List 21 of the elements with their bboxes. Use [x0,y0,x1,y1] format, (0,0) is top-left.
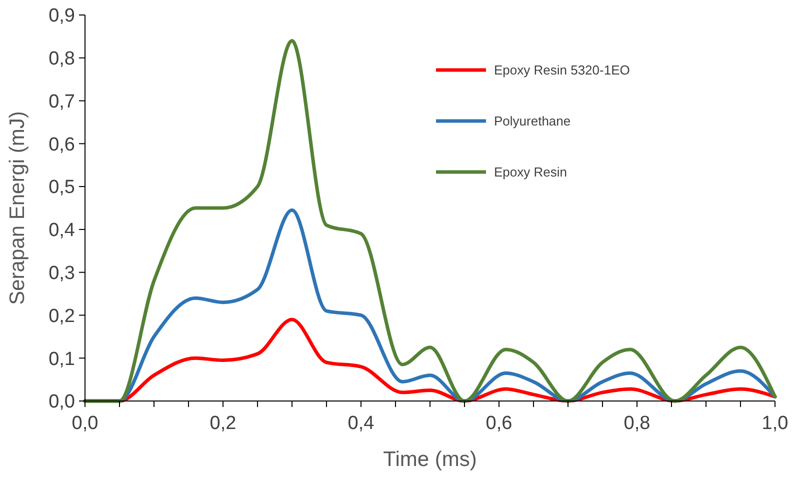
x-tick-label: 0,2 [210,413,236,434]
y-tick-label: 0,0 [48,392,75,413]
y-axis-title: Serapan Energi (mJ) [6,111,29,305]
x-tick-label: 0,4 [348,413,375,434]
legend-label: Polyurethane [494,114,571,129]
y-tick-label: 0,2 [48,306,75,327]
x-tick-label: 0,6 [486,413,512,434]
y-tick-label: 0,4 [48,220,76,242]
x-tick-label: 0,8 [624,413,650,434]
y-tick-label: 0,3 [48,262,75,284]
legend-label: Epoxy Resin 5320-1EO [494,62,630,78]
legend-label: Epoxy Resin [494,164,567,180]
y-tick-label: 0,7 [48,91,75,112]
y-tick-label: 0,1 [48,348,75,370]
y-tick-label: 0,5 [48,177,75,198]
x-tick-label: 1,0 [762,413,788,434]
y-tick-label: 0,6 [48,134,75,156]
x-axis-title: Time (ms) [383,448,477,471]
y-tick-label: 0,9 [48,6,75,27]
x-tick-label: 0,0 [72,413,98,434]
y-tick-label: 0,8 [48,48,75,70]
